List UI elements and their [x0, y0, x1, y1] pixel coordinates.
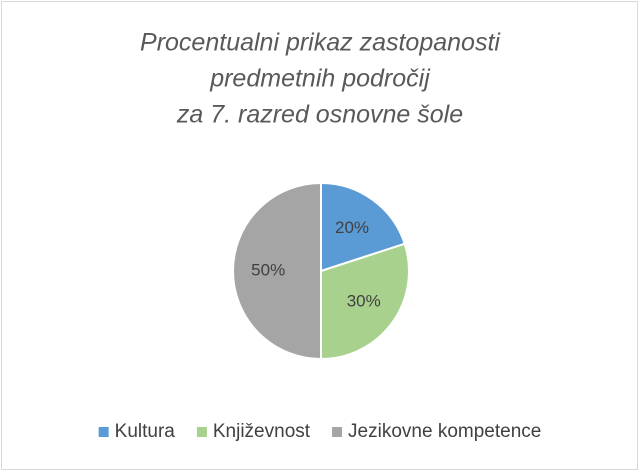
chart-title: predmetnih področij	[209, 65, 431, 93]
legend-swatch	[196, 427, 207, 437]
legend: Kultura Književnost Jezikovne kompetence	[98, 421, 541, 442]
legend-label: Književnost	[213, 421, 311, 442]
pie-slice	[320, 181, 406, 273]
chart-title: za 7. razred osnovne šole	[176, 101, 463, 129]
legend-label: Jezikovne kompetence	[348, 421, 541, 442]
pie-slice	[320, 242, 410, 361]
data-label: 20%	[335, 218, 369, 237]
legend-label: Kultura	[115, 421, 176, 442]
pie-slice	[232, 181, 322, 361]
legend-swatch	[332, 427, 343, 437]
chart-title: Procentualni prikaz zastopanosti	[140, 29, 501, 57]
legend-swatch	[98, 427, 109, 437]
data-label: 30%	[347, 292, 381, 311]
data-label: 50%	[251, 260, 285, 279]
